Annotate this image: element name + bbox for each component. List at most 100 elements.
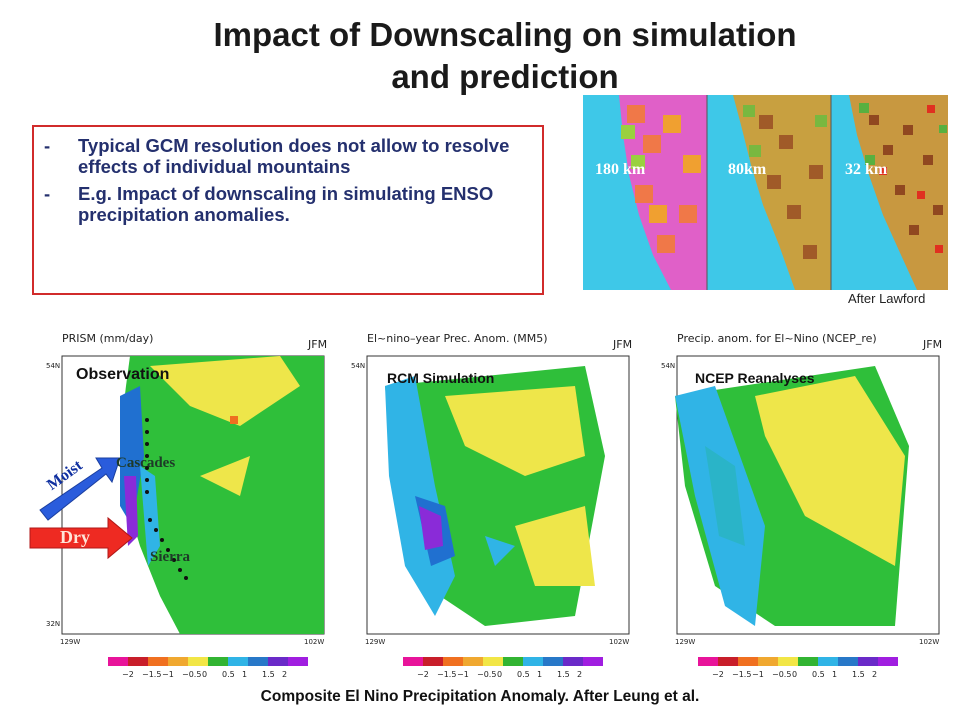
map-header-left: PRISM (mm/day) [62,332,153,345]
colorbar-tick: 1.5 [262,670,275,679]
lon-tick: 129W [60,638,80,646]
dry-arrow [29,516,133,560]
colorbar-tick: −2 [417,670,429,679]
colorbar-tick: −1.5 [732,670,751,679]
colorbar-tick: −1 [752,670,764,679]
colorbar-swatch [523,657,543,666]
colorbar-swatch [248,657,268,666]
colorbar-swatch [208,657,228,666]
colorbar-tick: −1.5 [437,670,456,679]
colorbar-tick: −0.5 [182,670,201,679]
title-line-1: Impact of Downscaling on simulation [213,16,797,53]
bullet-marker: - [44,135,51,156]
colorbar-swatch [188,657,208,666]
colorbar-swatch [483,657,503,666]
lon-tick: 129W [675,638,695,646]
colorbar-swatch [543,657,563,666]
colorbar-swatch [563,657,583,666]
cascades-label: Cascades [116,455,176,471]
map-observation-image: PRISM (mm/day) JFM 54N 32N 129W 102W [46,332,327,646]
colorbar-tick: −1 [162,670,174,679]
bullet-text: Typical GCM resolution does not allow to… [78,135,510,177]
colorbar-tick: 2 [872,670,877,679]
colorbar-swatch [798,657,818,666]
map-ncep-image: Precip. anom. for El~Nino (NCEP_re) JFM … [661,332,942,646]
lat-tick: 54N [351,362,365,370]
resolution-label-32: 32 km [845,161,888,178]
colorbar-tick: 0.5 [812,670,825,679]
colorbar-tick: −1.5 [142,670,161,679]
colorbar-tick: 2 [577,670,582,679]
map-rcm-simulation: El~nino–year Prec. Anom. (MM5) JFM 54N 1… [345,326,635,646]
map-ncep-reanalyses: Precip. anom. for El~Nino (NCEP_re) JFM … [655,326,945,646]
slide-title: Impact of Downscaling on simulation and … [120,14,890,98]
resolution-label-80: 80km [728,161,767,178]
colorbar-tick: 0.5 [222,670,235,679]
bullet-item: - E.g. Impact of downscaling in simulati… [44,183,532,225]
map-label-observation: Observation [76,366,170,383]
colorbar-swatch [838,657,858,666]
bullet-item: - Typical GCM resolution does not allow … [44,135,532,177]
lat-tick: 54N [661,362,675,370]
lat-tick: 54N [46,362,60,370]
colorbar-tick: 1.5 [557,670,570,679]
bullet-box: - Typical GCM resolution does not allow … [32,125,544,295]
colorbar-swatch [288,657,308,666]
colorbar-swatch [758,657,778,666]
title-line-2: and prediction [391,58,619,95]
colorbar-swatch [738,657,758,666]
colorbar-tick: −2 [122,670,134,679]
colorbar-tick: 0 [792,670,797,679]
colorbar-tick: 1.5 [852,670,865,679]
map-label-rcm: RCM Simulation [387,370,495,386]
colorbar-swatch [583,657,603,666]
colorbar-swatch [818,657,838,666]
colorbar-swatch [463,657,483,666]
colorbar-tick: −1 [457,670,469,679]
colorbar-swatch [443,657,463,666]
dry-label: Dry [60,527,90,547]
moist-arrow [39,457,121,521]
colorbar-observation: −2 −1.5 −1 −0.5 0 0.5 1 1.5 2 [108,657,308,679]
colorbar-tick: −0.5 [772,670,791,679]
colorbar-tick: 1 [242,670,247,679]
colorbar-swatch [878,657,898,666]
map-header-left: Precip. anom. for El~Nino (NCEP_re) [677,332,877,345]
colorbar-swatch [503,657,523,666]
lon-tick: 129W [365,638,385,646]
sierra-label: Sierra [150,549,190,565]
colorbar-tick: 1 [832,670,837,679]
lon-tick: 102W [609,638,629,646]
after-lawford-credit: After Lawford [848,291,926,306]
colorbar-swatch [228,657,248,666]
colorbar-swatch [698,657,718,666]
colorbar-ncep: −2 −1.5 −1 −0.5 0 0.5 1 1.5 2 [698,657,898,679]
map-header-right: JFM [922,338,942,351]
colorbar-swatch [168,657,188,666]
colorbar-tick: 0 [497,670,502,679]
colorbar-tick: 1 [537,670,542,679]
map-header-right: JFM [612,338,632,351]
colorbar-swatch [108,657,128,666]
colorbar-tick: −2 [712,670,724,679]
colorbar-tick: 0 [202,670,207,679]
resolution-comparison: 180 km 80km 32 km [583,95,948,290]
lon-tick: 102W [304,638,324,646]
colorbar-swatch [718,657,738,666]
resolution-maps-image [583,95,948,290]
resolution-label-180: 180 km [595,161,646,178]
colorbar-swatch [403,657,423,666]
colorbar-tick: 2 [282,670,287,679]
lon-tick: 102W [919,638,939,646]
colorbar-rcm: −2 −1.5 −1 −0.5 0 0.5 1 1.5 2 [403,657,603,679]
bullet-text: E.g. Impact of downscaling in simulating… [78,183,494,225]
bullet-marker: - [44,183,51,204]
map-label-ncep: NCEP Reanalyses [695,370,815,386]
colorbar-tick: 0.5 [517,670,530,679]
map-header-right: JFM [307,338,327,351]
map-observation: PRISM (mm/day) JFM 54N 32N 129W 102W Obs… [40,326,330,646]
map-header-left: El~nino–year Prec. Anom. (MM5) [367,332,548,345]
colorbar-swatch [423,657,443,666]
colorbar-tick: −0.5 [477,670,496,679]
